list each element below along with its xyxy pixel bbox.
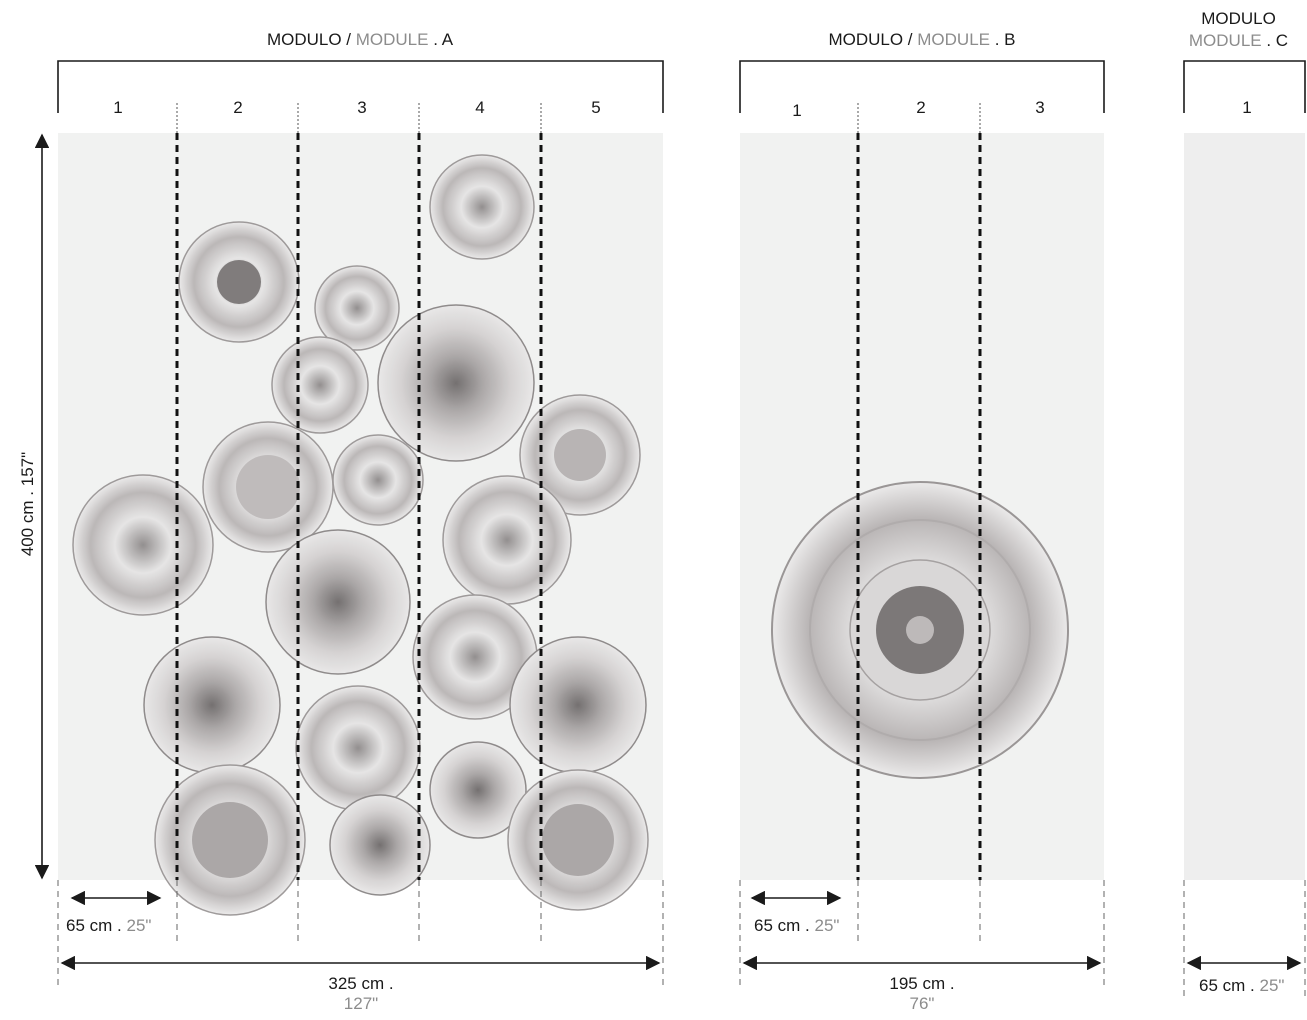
module-b-bracket xyxy=(739,60,1105,113)
module-c-panel xyxy=(1184,133,1305,880)
module-a-bracket xyxy=(57,60,664,113)
module-c-panel-number: 1 xyxy=(1242,98,1252,117)
module-a-panel-number: 4 xyxy=(475,98,485,117)
module-c-title-line1: MODULO xyxy=(1201,9,1276,28)
module-c-title-suffix: . C xyxy=(1266,31,1289,50)
module-a-total-in: 127" xyxy=(343,994,379,1013)
module-a-panel-width-label: 65 cm . 25" xyxy=(66,916,151,936)
module-a-panel-number: 2 xyxy=(233,98,243,117)
module-a-panel-width-in: 25" xyxy=(126,916,152,935)
module-c-bracket xyxy=(1183,60,1306,113)
module-a-panel-number: 3 xyxy=(357,98,367,117)
module-b-panel-number: 1 xyxy=(792,101,802,120)
module-c-panel-width-in: 25" xyxy=(1259,976,1285,995)
module-c-panel-width-cm: 65 cm . xyxy=(1199,976,1255,995)
module-b-title: MODULO / MODULE . B xyxy=(772,30,1072,50)
module-b-title-suffix: . B xyxy=(994,30,1016,49)
module-b-panel-width-cm: 65 cm . xyxy=(754,916,810,935)
mandala-pattern-b xyxy=(771,481,1069,779)
module-b-panel-width-in: 25" xyxy=(814,916,840,935)
module-a-title-grey: MODULE xyxy=(355,30,429,49)
module-b-title-grey: MODULE xyxy=(917,30,990,49)
mandala-pattern-a xyxy=(72,154,649,916)
height-label: 400 cm . 157" xyxy=(18,451,37,557)
module-a-title-prefix: MODULO / xyxy=(266,30,351,49)
module-b-title-prefix: MODULO / xyxy=(828,30,913,49)
module-b-total-cm: 195 cm . xyxy=(889,974,955,993)
module-b-panel-width-label: 65 cm . 25" xyxy=(754,916,839,936)
module-a-panel-width-cm: 65 cm . xyxy=(66,916,122,935)
module-a-panel-number: 1 xyxy=(113,98,123,117)
module-c-panel-width-label: 65 cm . 25" xyxy=(1199,976,1284,996)
module-b-total-in: 76" xyxy=(909,994,935,1013)
module-c-title-grey: MODULE xyxy=(1188,31,1262,50)
module-a-title: MODULO / MODULE . A xyxy=(210,30,510,50)
module-a-total-label: 325 cm . 127" xyxy=(261,974,461,1014)
module-a-total-cm: 325 cm . xyxy=(328,974,394,993)
module-b-panel-number: 2 xyxy=(916,98,926,117)
module-c-title: MODULO MODULE . C xyxy=(1170,8,1307,52)
seam-lines xyxy=(175,133,982,880)
module-b-total-label: 195 cm . 76" xyxy=(822,974,1022,1014)
module-b-panel-number: 3 xyxy=(1035,98,1045,117)
module-a-panel-number: 5 xyxy=(591,98,601,117)
module-a-title-suffix: . A xyxy=(433,30,454,49)
